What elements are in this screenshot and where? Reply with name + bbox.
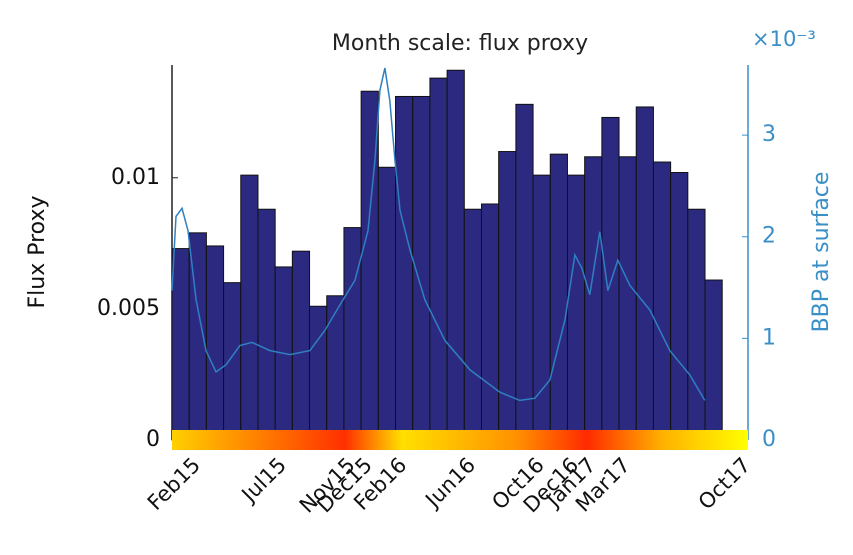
bar <box>618 156 637 441</box>
y2-tick-label: 3 <box>762 122 776 147</box>
line <box>171 67 706 402</box>
bar <box>240 174 259 441</box>
x-tick-label: Jun16 <box>420 453 480 513</box>
x-tick-label: Feb15 <box>143 453 205 515</box>
y-tick-label: 0.01 <box>111 165 160 190</box>
bar <box>566 174 586 441</box>
bar <box>377 166 397 441</box>
bar <box>670 172 689 441</box>
bar <box>429 77 448 441</box>
bar <box>223 282 242 441</box>
bar <box>515 103 534 441</box>
bar <box>205 245 225 441</box>
bar <box>291 250 311 441</box>
bar <box>343 227 362 441</box>
bar <box>704 279 723 441</box>
y2-multiplier: ×10⁻³ <box>752 27 816 51</box>
y-tick-label: 0 <box>146 427 160 452</box>
bar <box>532 174 551 441</box>
x-tick-label: Jul15 <box>236 453 291 508</box>
bar <box>549 153 568 441</box>
bar <box>498 151 517 441</box>
y2-tick-label: 0 <box>762 427 776 452</box>
bar <box>635 106 654 441</box>
bar <box>584 156 603 441</box>
y-tick-label: 0.005 <box>97 296 160 321</box>
bar <box>652 161 672 441</box>
y-axis-label: Flux Proxy <box>25 196 50 309</box>
bar <box>171 248 190 441</box>
bar <box>395 95 414 441</box>
bar <box>326 295 345 441</box>
bar <box>480 203 500 441</box>
bar <box>257 208 276 441</box>
color-strip <box>172 430 748 450</box>
bar <box>309 305 328 441</box>
bar <box>687 208 706 441</box>
y2-tick-label: 2 <box>762 224 776 249</box>
bar <box>601 116 620 441</box>
x-tick-label: Oct17 <box>694 453 756 515</box>
bar <box>446 69 465 441</box>
y2-tick-label: 1 <box>762 325 776 350</box>
chart-title: Month scale: flux proxy <box>332 31 588 56</box>
bar <box>463 208 482 441</box>
y2-axis-label: BBP at surface <box>809 172 834 333</box>
